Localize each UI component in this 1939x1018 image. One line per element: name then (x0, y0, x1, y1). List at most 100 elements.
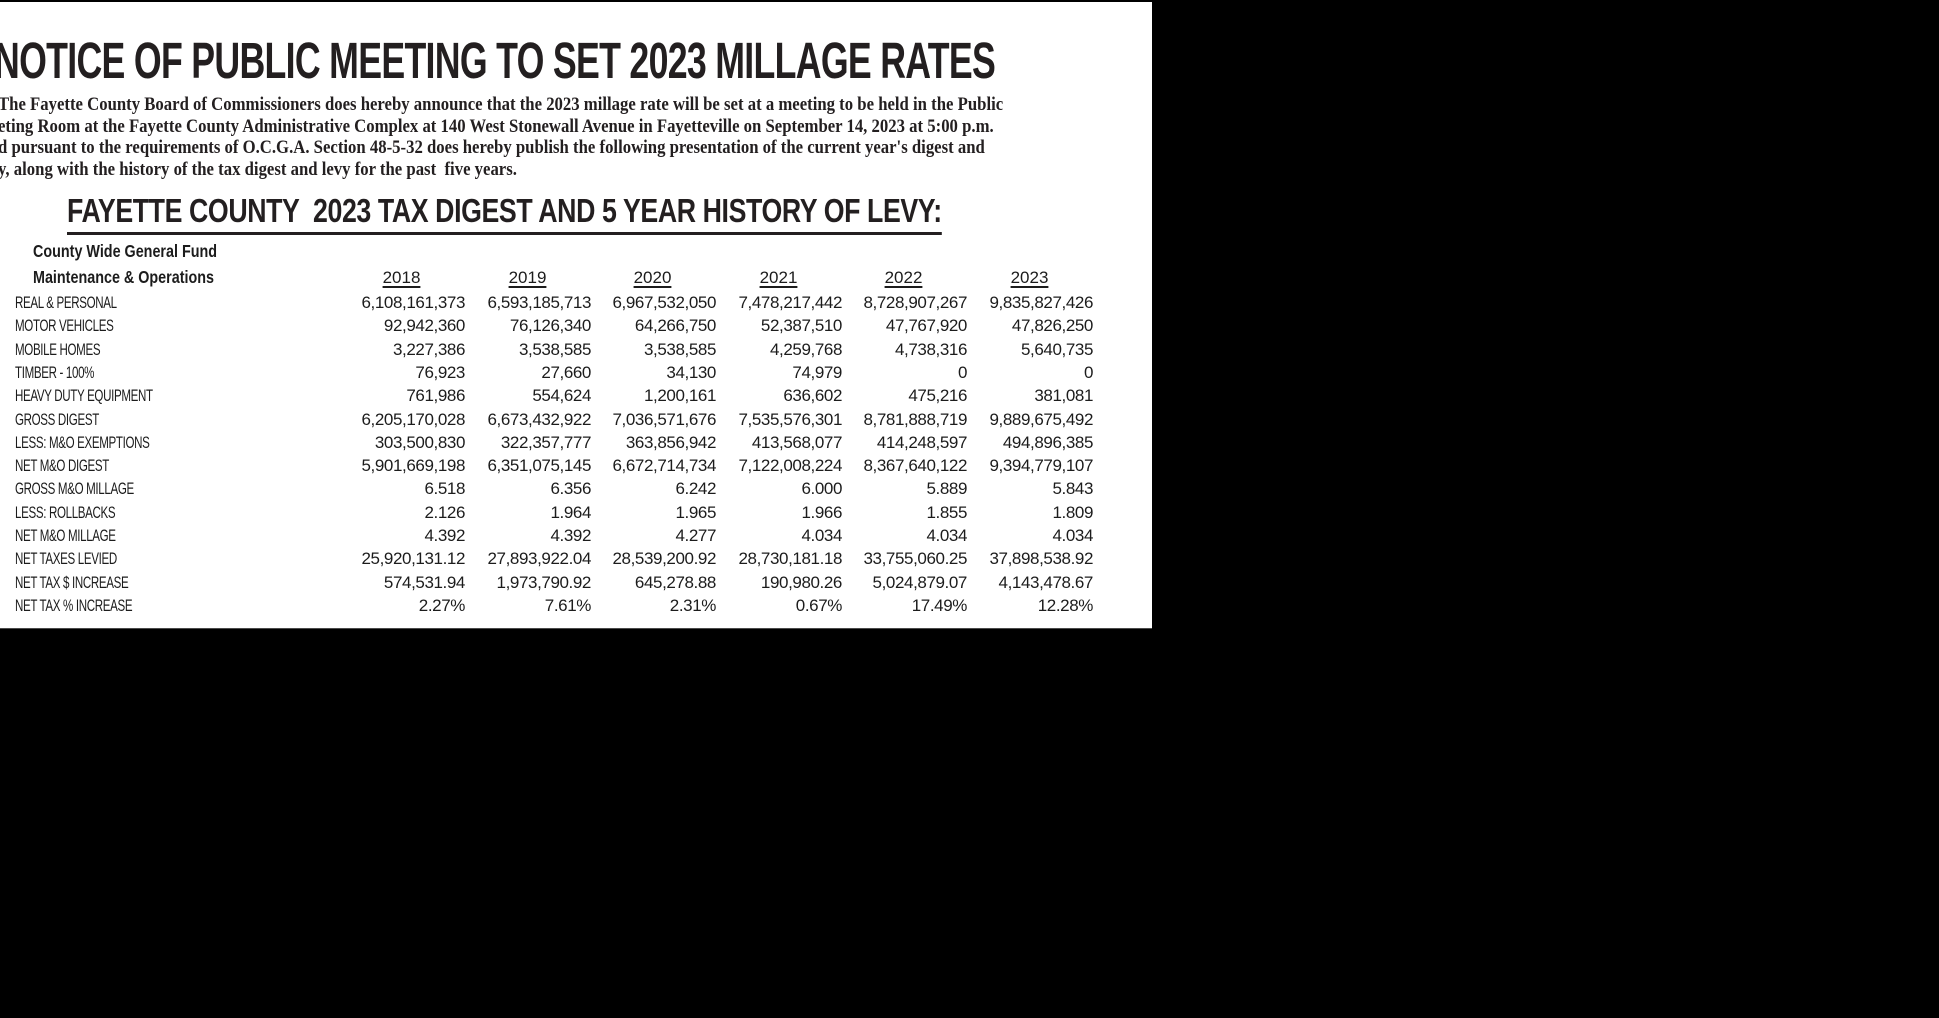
row-label: NET TAX $ INCREASE (15, 572, 129, 592)
notice-title: NOTICE OF PUBLIC MEETING TO SET 2023 MIL… (0, 32, 996, 89)
value-cell: 6.000 (801, 479, 842, 499)
value-cell: 475,216 (908, 386, 967, 406)
value-cell: 6.356 (550, 479, 591, 499)
value-cell: 8,367,640,122 (863, 456, 967, 476)
table-row: NET TAX % INCREASE 2.27% 7.61% 2.31% 0.67% 17… (0, 594, 1152, 617)
table-row: NET TAX $ INCREASE 574,531.94 1,973,790.92… (0, 571, 1152, 594)
value-cell: 5,024,879.07 (872, 572, 968, 592)
value-cell: 1.855 (926, 502, 967, 522)
row-label: NET TAXES LEVIED (15, 549, 117, 569)
value-cell: 64,266,750 (634, 316, 716, 336)
fund-name-line: County Wide General Fund (33, 241, 218, 261)
notice-paragraph-line-2: eting Room at the Fayette County Adminis… (0, 116, 994, 137)
table-row: HEAVY DUTY EQUIPMENT 761,986 554,624 1,200,… (0, 384, 1152, 407)
value-cell: 27,893,922.04 (487, 549, 591, 569)
value-cell: 574,531.94 (383, 572, 465, 592)
row-label: MOTOR VEHICLES (15, 316, 114, 336)
value-cell: 1.809 (1052, 502, 1093, 522)
value-cell: 27,660 (541, 362, 591, 382)
row-label: LESS: ROLLBACKS (15, 502, 116, 522)
value-cell: 4,259,768 (769, 339, 842, 359)
value-cell: 4,143,478.67 (998, 572, 1094, 592)
value-cell: 8,781,888,719 (863, 409, 967, 429)
row-label: GROSS DIGEST (15, 409, 99, 429)
value-cell: 74,979 (792, 362, 842, 382)
value-cell: 37,898,538.92 (989, 549, 1093, 569)
notice-paragraph-line-4: y, along with the history of the tax dig… (0, 159, 517, 180)
value-cell: 6,351,075,145 (487, 456, 591, 476)
fund-operations-line: Maintenance & Operations (33, 267, 215, 287)
row-label: LESS: M&O EXEMPTIONS (15, 432, 150, 452)
value-cell: 322,357,777 (500, 432, 592, 452)
value-cell: 0 (1083, 362, 1093, 382)
value-cell: 4.034 (926, 526, 967, 545)
table-row: REAL & PERSONAL 6,108,161,373 6,593,185,71… (0, 291, 1152, 314)
value-cell: 4,738,316 (894, 339, 967, 359)
year-column-header: 2023 (966, 268, 1093, 288)
value-cell: 494,896,385 (1002, 432, 1094, 452)
value-cell: 6,967,532,050 (612, 293, 716, 312)
table-row: MOTOR VEHICLES 92,942,360 76,126,340 64,266… (0, 314, 1152, 337)
value-cell: 303,500,830 (374, 432, 466, 452)
row-label: GROSS M&O MILLAGE (15, 479, 134, 499)
value-cell: 47,767,920 (885, 316, 967, 336)
value-cell: 76,126,340 (509, 316, 591, 336)
row-label: MOBILE HOMES (15, 339, 101, 359)
value-cell: 645,278.88 (634, 572, 716, 592)
row-label: NET TAX % INCREASE (15, 595, 133, 615)
value-cell: 9,889,675,492 (989, 409, 1093, 429)
value-cell: 0.67% (795, 595, 843, 615)
year-label: 2023 (1010, 268, 1049, 287)
value-cell: 33,755,060.25 (863, 549, 967, 569)
value-cell: 4.277 (675, 526, 716, 545)
value-cell: 6,672,714,734 (612, 456, 716, 476)
value-cell: 2.27% (418, 595, 466, 615)
value-cell: 7,478,217,442 (738, 293, 842, 312)
value-cell: 5.889 (926, 479, 967, 499)
notice-paper: NOTICE OF PUBLIC MEETING TO SET 2023 MIL… (0, 2, 1152, 629)
table-row: LESS: ROLLBACKS 2.126 1.964 1.965 1.966 1.855… (0, 501, 1152, 524)
value-cell: 9,394,779,107 (989, 456, 1093, 476)
value-cell: 4.034 (1052, 526, 1093, 545)
value-cell: 1.964 (550, 502, 591, 522)
table-row: NET TAXES LEVIED 25,920,131.12 27,893,922.… (0, 547, 1152, 570)
value-cell: 4.392 (550, 526, 591, 545)
table-row: GROSS DIGEST 6,205,170,028 6,673,432,922 7,… (0, 408, 1152, 431)
value-cell: 190,980.26 (760, 572, 842, 592)
year-column-header: 2021 (715, 268, 842, 288)
year-column-header: 2020 (589, 268, 716, 288)
value-cell: 1.966 (801, 502, 842, 522)
value-cell: 5,640,735 (1020, 339, 1093, 359)
value-cell: 414,248,597 (876, 432, 968, 452)
year-label: 2021 (759, 268, 798, 287)
value-cell: 3,538,585 (643, 339, 716, 359)
value-cell: 554,624 (532, 386, 591, 406)
value-cell: 4.034 (801, 526, 842, 545)
value-cell: 1,200,161 (643, 386, 716, 406)
table-row: GROSS M&O MILLAGE 6.518 6.356 6.242 6.000 5.8… (0, 477, 1152, 500)
value-cell: 0 (957, 362, 967, 382)
value-cell: 34,130 (666, 362, 716, 382)
value-cell: 413,568,077 (751, 432, 843, 452)
value-cell: 7,535,576,301 (738, 409, 842, 429)
digest-heading: FAYETTE COUNTY 2023 TAX DIGEST AND 5 YEA… (67, 192, 942, 235)
table-row: LESS: M&O EXEMPTIONS 303,500,830 322,357,7… (0, 431, 1152, 454)
value-cell: 1,973,790.92 (496, 572, 592, 592)
year-label: 2020 (633, 268, 672, 287)
value-cell: 3,227,386 (392, 339, 465, 359)
value-cell: 7.61% (544, 595, 592, 615)
table-row: NET M&O DIGEST 5,901,669,198 6,351,075,145… (0, 454, 1152, 477)
table-row: NET M&O MILLAGE 4.392 4.392 4.277 4.034 4.034… (0, 524, 1152, 547)
value-cell: 4.392 (424, 526, 465, 545)
value-cell: 28,539,200.92 (612, 549, 716, 569)
year-label: 2018 (382, 268, 421, 287)
value-cell: 761,986 (406, 386, 465, 406)
year-label: 2019 (508, 268, 547, 287)
table-row: TIMBER - 100% 76,923 27,660 34,130 74,979 0 0 (0, 361, 1152, 384)
value-cell: 28,730,181.18 (738, 549, 842, 569)
value-cell: 5,901,669,198 (361, 456, 465, 476)
row-label: HEAVY DUTY EQUIPMENT (15, 386, 153, 406)
value-cell: 47,826,250 (1011, 316, 1093, 336)
value-cell: 6,108,161,373 (361, 293, 465, 312)
